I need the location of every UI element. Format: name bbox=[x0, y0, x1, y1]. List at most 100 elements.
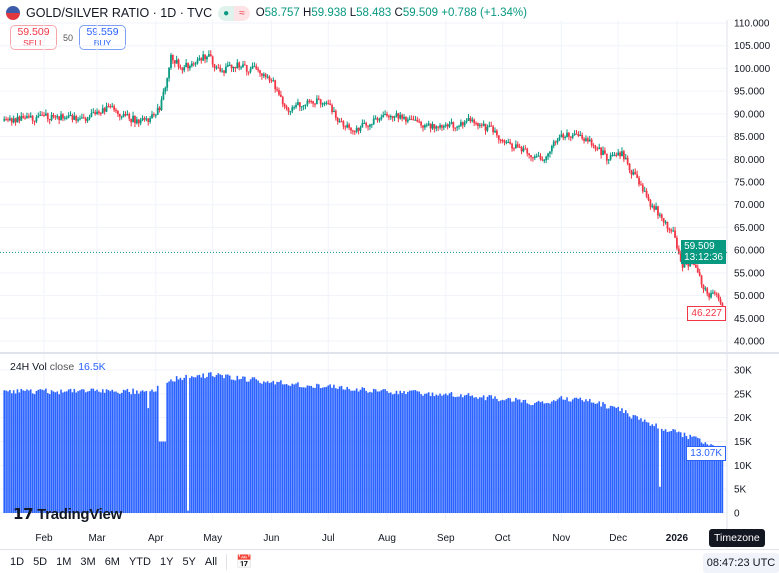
volume-bar bbox=[173, 381, 176, 513]
candle-body bbox=[145, 118, 148, 120]
volume-bar bbox=[196, 375, 199, 513]
symbol-title[interactable]: GOLD/SILVER RATIO · 1D · TVC bbox=[26, 6, 213, 20]
volume-bar bbox=[604, 403, 606, 513]
range-3m[interactable]: 3M bbox=[80, 555, 96, 568]
volume-bar bbox=[119, 393, 121, 513]
volume-bar bbox=[20, 388, 23, 513]
candle-body bbox=[715, 293, 718, 295]
range-6m[interactable]: 6M bbox=[104, 555, 120, 568]
candle-body bbox=[52, 115, 55, 117]
volume-bar bbox=[642, 421, 644, 513]
candle-body bbox=[367, 125, 369, 127]
time-tick-label: Sep bbox=[437, 533, 455, 544]
volume-bar bbox=[693, 436, 695, 513]
candle-body bbox=[298, 102, 301, 108]
candle-body bbox=[304, 104, 307, 106]
candle-body bbox=[369, 124, 371, 127]
timezone-button[interactable]: 08:47:23 UTC bbox=[703, 553, 779, 573]
candle-body bbox=[111, 106, 114, 108]
candle-body bbox=[319, 99, 322, 105]
volume-bar bbox=[363, 387, 366, 513]
candle-body bbox=[679, 253, 682, 262]
volume-bar bbox=[537, 400, 540, 513]
volume-label: 24H Vol bbox=[10, 361, 47, 373]
candle-body bbox=[240, 67, 242, 69]
candle-body bbox=[134, 115, 136, 124]
volume-bar bbox=[236, 375, 239, 513]
candle-body bbox=[416, 119, 419, 122]
volume-bar bbox=[342, 389, 345, 513]
volume-bar bbox=[206, 376, 208, 513]
volume-bar bbox=[69, 388, 72, 513]
candle-body bbox=[478, 124, 481, 126]
candle-body bbox=[562, 134, 565, 138]
volume-bar bbox=[429, 396, 432, 513]
volume-bar bbox=[115, 391, 117, 513]
range-all[interactable]: All bbox=[204, 555, 218, 568]
candle-body bbox=[211, 56, 214, 65]
candle-body bbox=[177, 59, 180, 67]
candle-body bbox=[384, 113, 386, 115]
volume-bar bbox=[443, 394, 445, 513]
candle-body bbox=[397, 113, 400, 119]
volume-tick-label: 30K bbox=[734, 366, 752, 377]
candle-body bbox=[363, 122, 366, 124]
volume-bar bbox=[668, 431, 671, 513]
volume-bar bbox=[179, 377, 182, 513]
range-5y[interactable]: 5Y bbox=[182, 555, 196, 568]
volume-bar bbox=[28, 390, 30, 513]
candle-body bbox=[206, 56, 208, 60]
volume-bar bbox=[86, 391, 89, 513]
volume-bar bbox=[420, 394, 422, 513]
candle-body bbox=[27, 116, 30, 118]
volume-value: 16.5K bbox=[78, 361, 106, 373]
candle-body bbox=[425, 124, 428, 126]
go-to-date-calendar-icon[interactable]: 📅 bbox=[236, 553, 253, 569]
volume-bar bbox=[156, 385, 159, 513]
candle-body bbox=[645, 190, 648, 197]
candle-body bbox=[694, 264, 697, 268]
candle-body bbox=[647, 196, 650, 200]
status-pill[interactable]: ● ≈ bbox=[218, 5, 250, 21]
candle-body bbox=[5, 119, 7, 121]
volume-bar bbox=[549, 403, 551, 513]
candle-body bbox=[166, 78, 169, 88]
range-1m[interactable]: 1M bbox=[56, 555, 72, 568]
candle-body bbox=[327, 102, 330, 104]
candle-body bbox=[535, 156, 538, 158]
candle-body bbox=[687, 262, 690, 267]
volume-bar bbox=[630, 418, 633, 513]
candle-body bbox=[183, 67, 186, 71]
volume-bar bbox=[151, 389, 153, 513]
range-5d[interactable]: 5D bbox=[33, 555, 48, 568]
range-ytd[interactable]: YTD bbox=[128, 555, 151, 568]
candle-body bbox=[676, 237, 678, 249]
volume-bar bbox=[469, 396, 472, 513]
volume-bar bbox=[600, 406, 602, 513]
volume-bar bbox=[422, 395, 424, 513]
candle-body bbox=[581, 134, 584, 139]
volume-bar bbox=[295, 383, 297, 513]
candle-body bbox=[338, 121, 341, 123]
volume-bar bbox=[247, 381, 250, 513]
volume-tick-label: 15K bbox=[734, 437, 752, 448]
volume-bar bbox=[463, 395, 466, 513]
range-1y[interactable]: 1Y bbox=[159, 555, 174, 568]
candle-body bbox=[175, 59, 178, 64]
range-1d[interactable]: 1D bbox=[10, 555, 25, 568]
volume-bar bbox=[234, 380, 237, 513]
volume-bar bbox=[479, 397, 481, 513]
candle-body bbox=[528, 153, 531, 156]
candle-body bbox=[351, 130, 354, 132]
chart-canvas[interactable]: 110.000 105.000 100.000 95.000 90.000 85.000 8… bbox=[0, 0, 779, 548]
candle-body bbox=[82, 117, 85, 119]
volume-bar bbox=[611, 406, 614, 513]
volume-bar bbox=[698, 438, 701, 513]
volume-bar bbox=[526, 403, 529, 513]
volume-bar bbox=[676, 432, 678, 513]
candle-body bbox=[185, 63, 188, 68]
volume-bar bbox=[623, 412, 625, 513]
volume-bar bbox=[710, 444, 712, 513]
candle-body bbox=[376, 118, 379, 121]
volume-bar bbox=[198, 374, 201, 513]
